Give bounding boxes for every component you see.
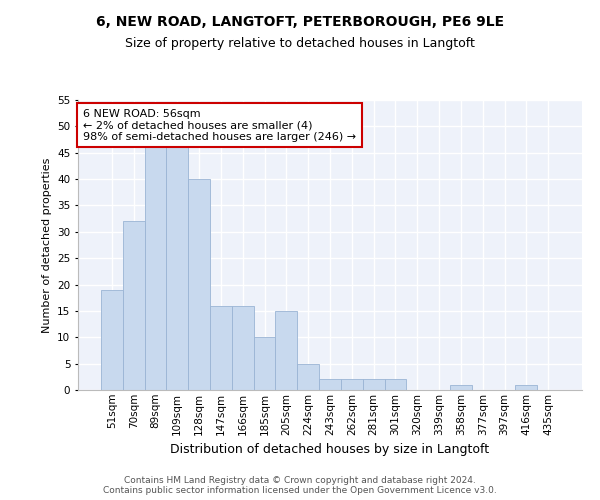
- Bar: [188, 179, 210, 390]
- Text: 6, NEW ROAD, LANGTOFT, PETERBOROUGH, PE6 9LE: 6, NEW ROAD, LANGTOFT, PETERBOROUGH, PE6…: [96, 15, 504, 29]
- Bar: [450, 384, 472, 390]
- Bar: [341, 380, 363, 390]
- Bar: [123, 222, 145, 390]
- Bar: [101, 290, 123, 390]
- Text: Contains HM Land Registry data © Crown copyright and database right 2024.
Contai: Contains HM Land Registry data © Crown c…: [103, 476, 497, 495]
- Bar: [297, 364, 319, 390]
- Text: 6 NEW ROAD: 56sqm
← 2% of detached houses are smaller (4)
98% of semi-detached h: 6 NEW ROAD: 56sqm ← 2% of detached house…: [83, 108, 356, 142]
- Bar: [145, 148, 166, 390]
- Text: Size of property relative to detached houses in Langtoft: Size of property relative to detached ho…: [125, 38, 475, 51]
- X-axis label: Distribution of detached houses by size in Langtoft: Distribution of detached houses by size …: [170, 443, 490, 456]
- Bar: [363, 380, 385, 390]
- Bar: [254, 338, 275, 390]
- Bar: [275, 311, 297, 390]
- Bar: [319, 380, 341, 390]
- Bar: [232, 306, 254, 390]
- Bar: [515, 384, 537, 390]
- Bar: [385, 380, 406, 390]
- Bar: [166, 142, 188, 390]
- Y-axis label: Number of detached properties: Number of detached properties: [41, 158, 52, 332]
- Bar: [210, 306, 232, 390]
